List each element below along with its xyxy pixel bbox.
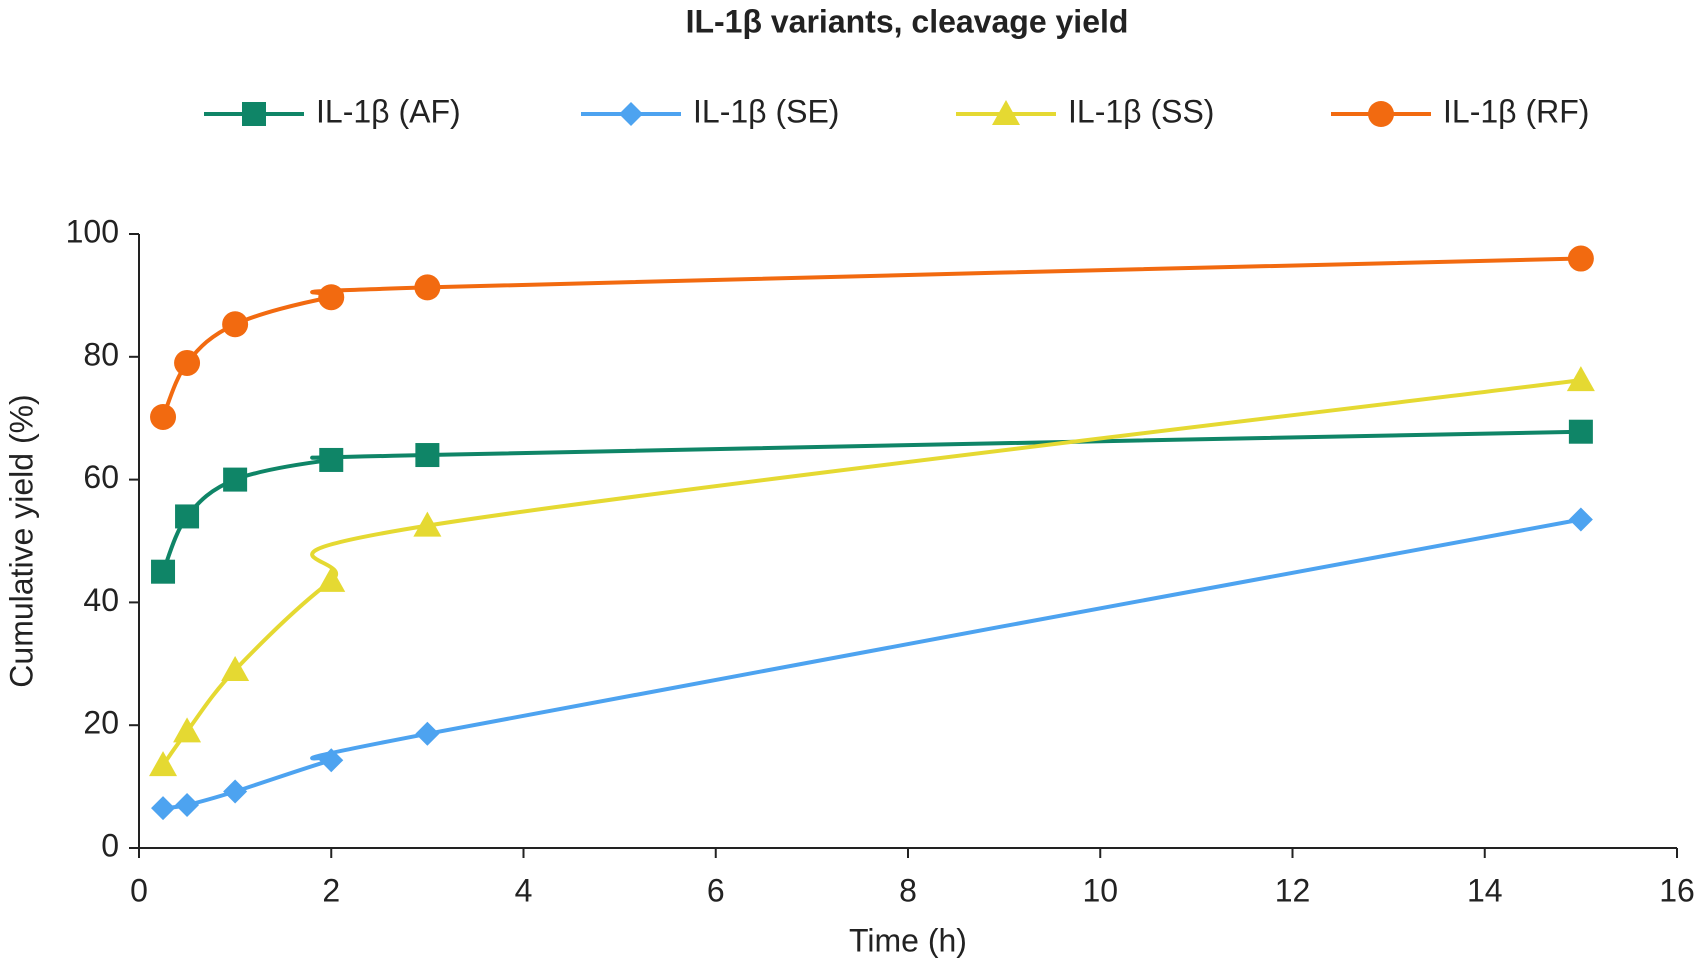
marker bbox=[1567, 245, 1594, 272]
legend-marker bbox=[242, 102, 266, 126]
legend-label: IL-1β (SS) bbox=[1068, 93, 1214, 129]
x-tick-label: 14 bbox=[1467, 872, 1503, 908]
marker bbox=[173, 717, 202, 743]
legend-marker bbox=[1368, 101, 1394, 127]
chart-title: IL-1β variants, cleavage yield bbox=[686, 3, 1129, 39]
marker bbox=[150, 403, 177, 430]
series-line bbox=[161, 429, 1581, 573]
marker bbox=[318, 284, 345, 311]
y-tick-label: 0 bbox=[101, 827, 119, 863]
marker bbox=[1568, 419, 1593, 444]
marker bbox=[223, 467, 248, 492]
marker bbox=[319, 447, 344, 472]
marker bbox=[151, 796, 176, 821]
legend-label: IL-1β (RF) bbox=[1443, 93, 1589, 129]
legend-label: IL-1β (AF) bbox=[316, 93, 461, 129]
marker bbox=[415, 443, 440, 468]
x-axis-label: Time (h) bbox=[849, 922, 967, 958]
marker bbox=[415, 721, 440, 746]
y-tick-label: 100 bbox=[66, 213, 119, 249]
marker bbox=[319, 748, 344, 773]
series-line bbox=[161, 378, 1582, 767]
x-tick-label: 2 bbox=[322, 872, 340, 908]
marker bbox=[149, 751, 178, 777]
series-line bbox=[162, 517, 1582, 811]
legend-label: IL-1β (SE) bbox=[693, 93, 839, 129]
series-line bbox=[161, 256, 1581, 418]
marker bbox=[175, 504, 200, 529]
y-tick-label: 80 bbox=[83, 336, 119, 372]
y-tick-label: 60 bbox=[83, 459, 119, 495]
marker bbox=[222, 311, 249, 338]
x-tick-label: 12 bbox=[1275, 872, 1311, 908]
marker bbox=[223, 779, 248, 804]
marker bbox=[413, 511, 442, 537]
marker bbox=[151, 559, 176, 584]
x-tick-label: 6 bbox=[707, 872, 725, 908]
legend-marker bbox=[992, 100, 1020, 125]
x-tick-label: 0 bbox=[130, 872, 148, 908]
y-tick-label: 20 bbox=[83, 705, 119, 741]
x-tick-label: 10 bbox=[1082, 872, 1118, 908]
marker bbox=[414, 274, 441, 301]
x-tick-label: 16 bbox=[1659, 872, 1695, 908]
legend-marker bbox=[619, 102, 643, 126]
y-tick-label: 40 bbox=[83, 582, 119, 618]
marker bbox=[317, 566, 346, 592]
marker bbox=[1566, 366, 1595, 392]
x-tick-label: 4 bbox=[515, 872, 533, 908]
marker bbox=[175, 793, 200, 818]
marker bbox=[174, 349, 201, 376]
marker bbox=[221, 655, 250, 681]
marker bbox=[1568, 507, 1593, 532]
y-axis-label: Cumulative yield (%) bbox=[3, 394, 39, 687]
x-tick-label: 8 bbox=[899, 872, 917, 908]
